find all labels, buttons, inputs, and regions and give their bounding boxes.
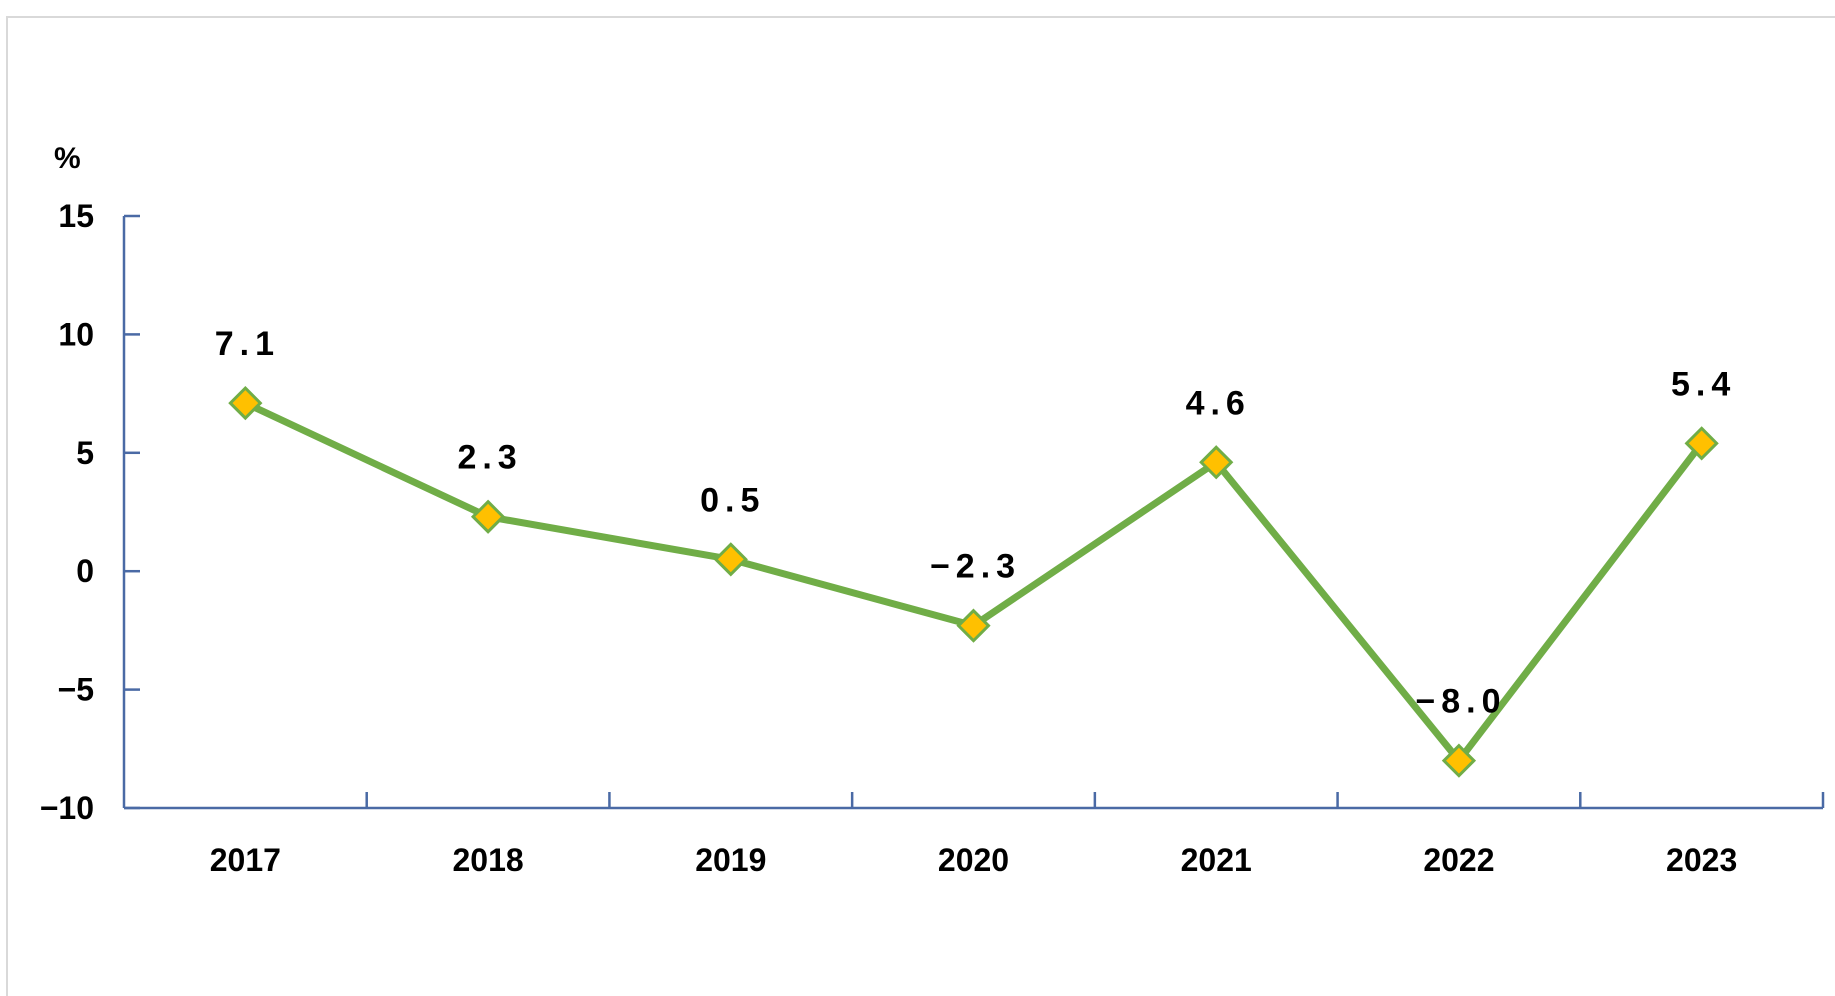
x-tick-label: 2020 bbox=[938, 842, 1009, 878]
data-point-marker bbox=[1441, 743, 1477, 778]
y-tick-label: −5 bbox=[58, 672, 94, 708]
markers-group bbox=[228, 385, 1719, 778]
x-tick-label: 2022 bbox=[1423, 842, 1494, 878]
data-label: 7.1 bbox=[215, 325, 280, 363]
data-point-marker bbox=[956, 608, 991, 643]
y-tick-label: −10 bbox=[40, 790, 94, 826]
y-tick-label: 5 bbox=[76, 435, 94, 471]
y-tick-label: 10 bbox=[58, 316, 94, 352]
x-tick-label: 2019 bbox=[695, 842, 766, 878]
data-point-marker bbox=[1684, 426, 1719, 461]
data-point-marker bbox=[1199, 445, 1234, 480]
data-label: −2.3 bbox=[930, 548, 1021, 586]
x-tick-label: 2023 bbox=[1666, 842, 1737, 878]
data-label: 0.5 bbox=[700, 481, 765, 519]
data-label: 2.3 bbox=[457, 439, 522, 477]
data-point-marker bbox=[470, 499, 506, 534]
chart-frame bbox=[6, 16, 1835, 996]
data-label: 4.6 bbox=[1186, 384, 1251, 422]
y-tick-label: 0 bbox=[76, 553, 94, 589]
y-tick-label: 15 bbox=[58, 198, 94, 234]
data-labels-group: 7.1 2.3 0.5 −2.3 4.6 −8.0 5.4 bbox=[215, 325, 1736, 721]
x-tick-label: 2021 bbox=[1181, 842, 1252, 878]
data-point-marker bbox=[713, 542, 748, 577]
data-label: −8.0 bbox=[1415, 683, 1506, 721]
x-tick-label: 2017 bbox=[210, 842, 281, 878]
data-point-marker bbox=[228, 385, 263, 421]
y-axis-unit-label: % bbox=[54, 142, 81, 175]
data-label: 5.4 bbox=[1671, 365, 1736, 403]
x-tick-label: 2018 bbox=[452, 842, 523, 878]
axes: 15 10 5 0 −5 −10 2017 2018 2019 2020 2021 2022 2023 bbox=[40, 198, 1825, 878]
